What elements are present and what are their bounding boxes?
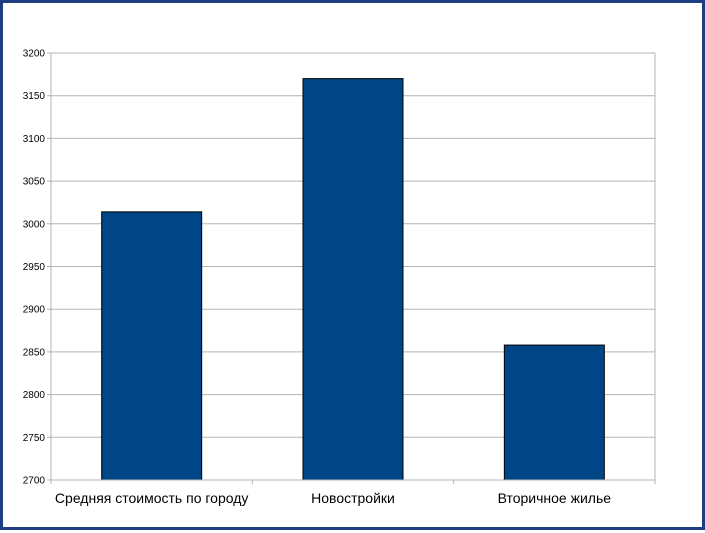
y-tick-label-2700: 2700	[23, 476, 46, 487]
y-tick-label-3050: 3050	[23, 177, 46, 188]
x-category-labels: Средняя стоимость по городу Новостройки Вт…	[55, 490, 611, 506]
bar-2	[503, 344, 605, 481]
bars	[101, 78, 605, 481]
y-tick-label-2800: 2800	[23, 390, 46, 401]
bar-chart: 2700 2750 2800 2850 2900 2950 3000 3050 3100 3150…	[23, 49, 656, 506]
y-tick-label-2900: 2900	[23, 305, 46, 316]
x-category-label-1: Новостройки	[311, 490, 395, 506]
axes	[47, 52, 656, 484]
y-tick-label-3150: 3150	[23, 91, 46, 102]
y-tick-label-2750: 2750	[23, 433, 46, 444]
bar-0	[101, 211, 203, 481]
x-category-label-2: Вторичное жилье	[498, 490, 612, 506]
y-tick-label-3100: 3100	[23, 134, 46, 145]
y-tick-label-3000: 3000	[23, 219, 46, 230]
y-tick-label-2850: 2850	[23, 347, 46, 358]
y-tick-label-2950: 2950	[23, 262, 46, 273]
y-tick-labels: 2700 2750 2800 2850 2900 2950 3000 3050 3100 3150…	[23, 49, 46, 487]
bar-1	[302, 78, 404, 481]
y-tick-label-3200: 3200	[23, 49, 46, 60]
x-category-label-0: Средняя стоимость по городу	[55, 490, 248, 506]
